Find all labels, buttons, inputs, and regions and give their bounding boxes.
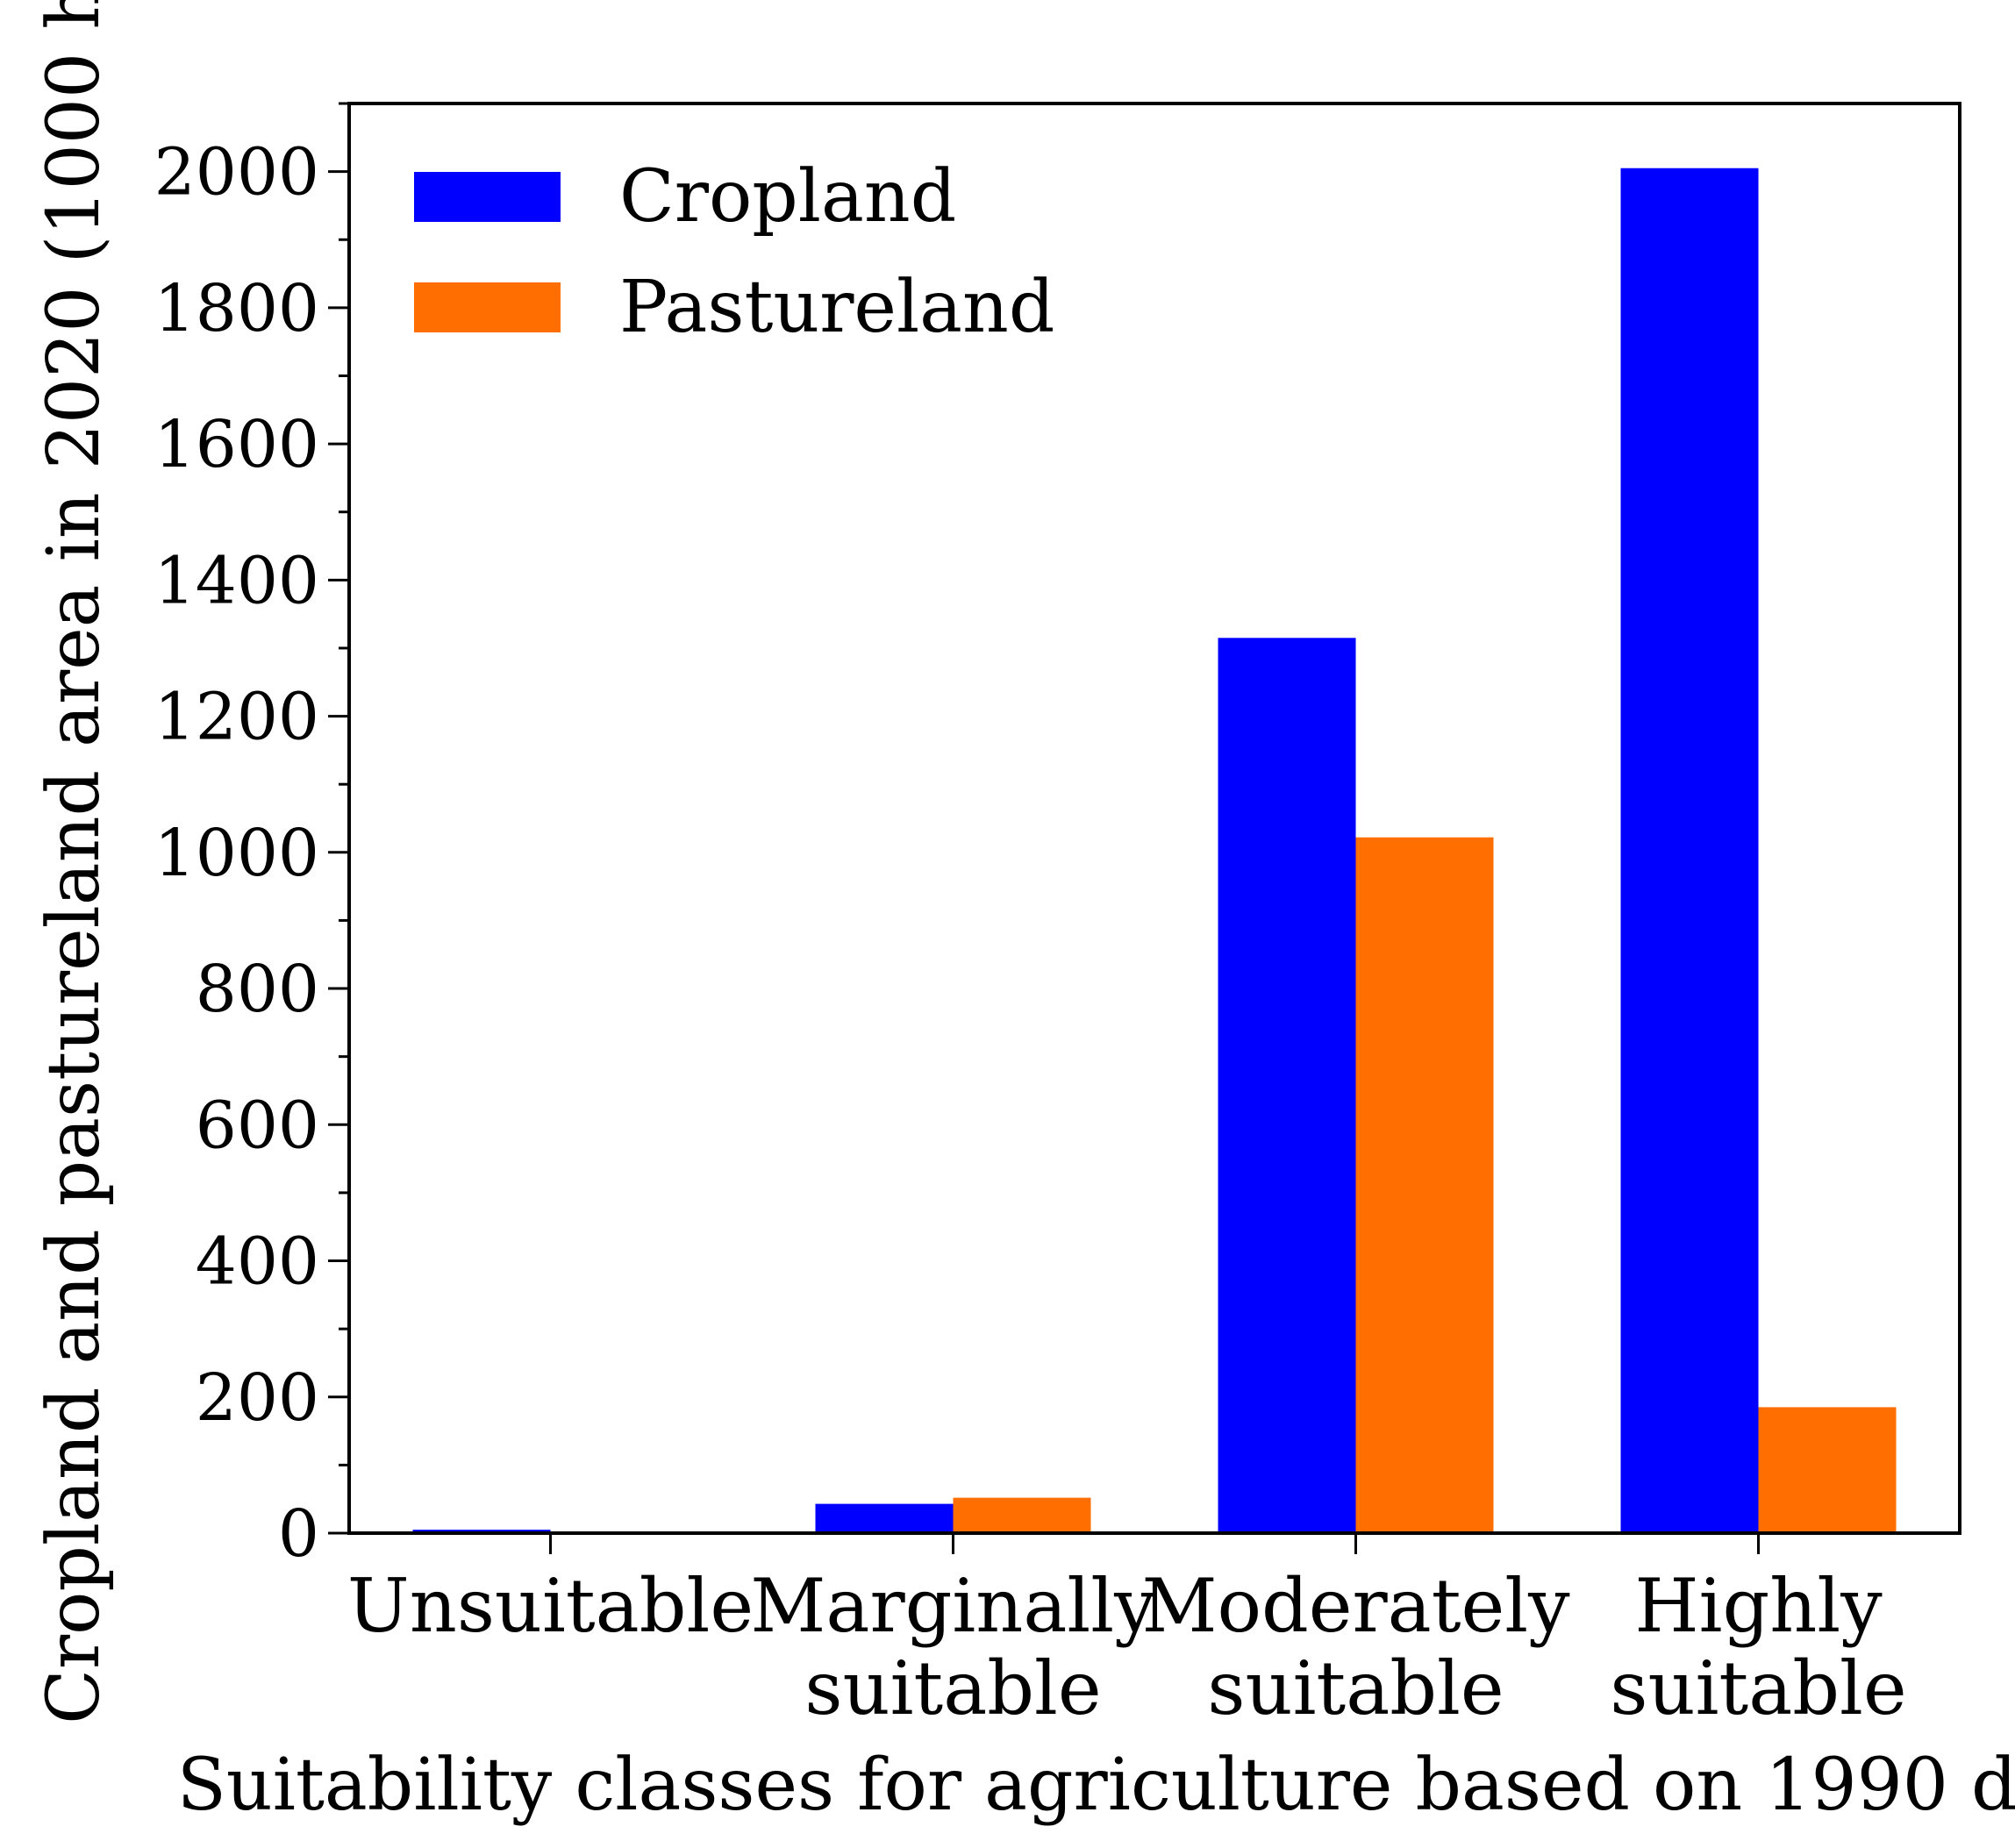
y-axis: 0 200 400 600 800 1000 1200 1400 1600 1800 2000 xyxy=(154,102,349,1572)
x-tick-label: suitable xyxy=(804,1645,1101,1731)
x-tick-label: Marginally xyxy=(750,1563,1156,1649)
y-tick-label: 1800 xyxy=(154,271,319,346)
plot-frame xyxy=(347,102,1961,1535)
legend: Cropland Pastureland xyxy=(414,155,1054,349)
bar-pastureland-1 xyxy=(953,1497,1091,1533)
bar-cropland-3 xyxy=(1620,168,1759,1534)
y-tick-label: 400 xyxy=(196,1224,319,1300)
y-tick-label: 2000 xyxy=(154,135,319,210)
bar-pastureland-3 xyxy=(1758,1407,1897,1533)
x-tick-label: Moderately xyxy=(1141,1563,1570,1649)
legend-label-pastureland: Pastureland xyxy=(619,266,1054,349)
x-tick-label: suitable xyxy=(1207,1645,1504,1731)
legend-swatch-pastureland xyxy=(414,282,561,332)
legend-label-cropland: Cropland xyxy=(619,155,956,239)
y-tick-label: 600 xyxy=(196,1088,319,1163)
x-axis-title: Suitability classes for agriculture base… xyxy=(177,1744,2015,1827)
bar-pastureland-2 xyxy=(1355,837,1494,1533)
x-tick-label: Highly xyxy=(1634,1563,1883,1649)
y-tick-label: 0 xyxy=(278,1496,319,1572)
legend-swatch-cropland xyxy=(414,172,561,222)
y-tick-label: 1400 xyxy=(154,543,319,618)
y-tick-label: 1600 xyxy=(154,407,319,482)
y-tick-label: 1000 xyxy=(154,816,319,891)
bar-cropland-1 xyxy=(815,1503,954,1533)
x-tick-label: suitable xyxy=(1610,1645,1906,1731)
y-tick-label: 1200 xyxy=(154,680,319,755)
y-tick-label: 800 xyxy=(196,952,319,1027)
bars-group xyxy=(412,168,1897,1534)
y-axis-title: Cropland and pastureland area in 2020 (1… xyxy=(32,0,116,1724)
x-axis: UnsuitableMarginallysuitableModeratelysu… xyxy=(347,1533,1907,1731)
x-tick-label: Unsuitable xyxy=(347,1563,754,1649)
bar-cropland-2 xyxy=(1218,638,1356,1533)
y-tick-label: 200 xyxy=(196,1360,319,1436)
